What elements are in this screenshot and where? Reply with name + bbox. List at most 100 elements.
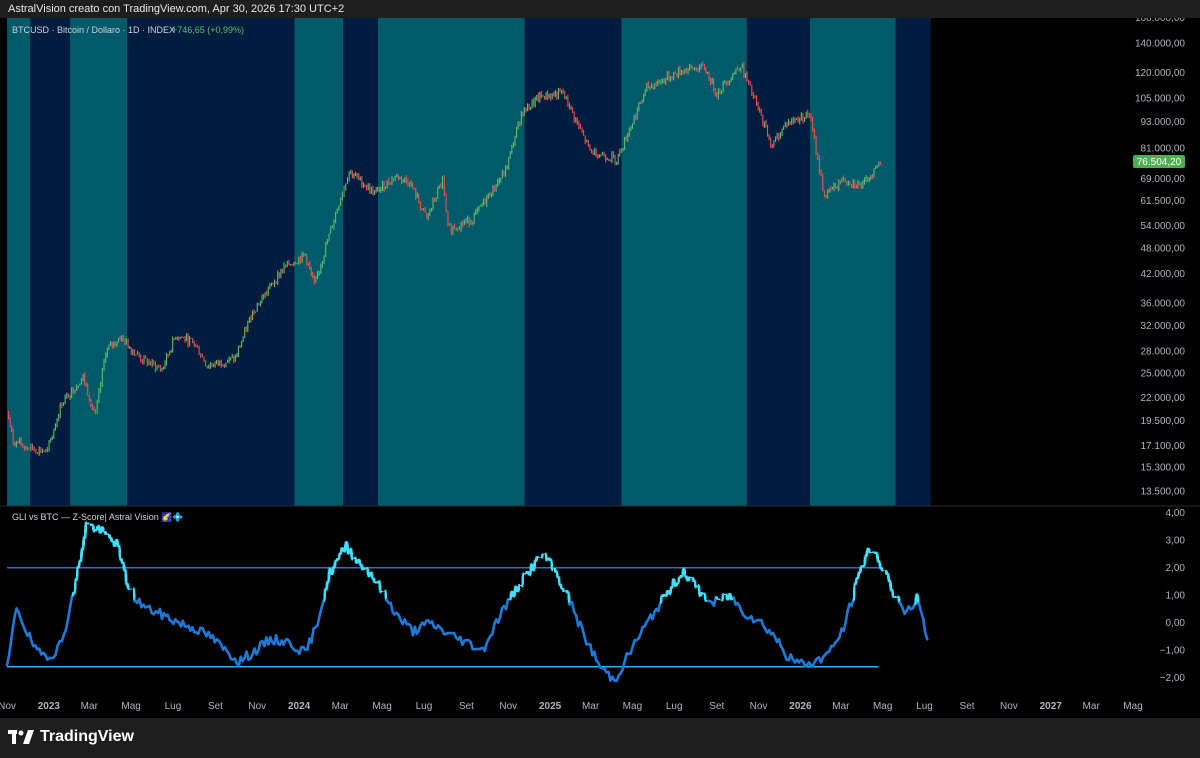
zscore-segment (318, 605, 324, 617)
zscore-segment (82, 521, 89, 540)
price-tick-label: 19.500,00 (1141, 416, 1186, 427)
price-tick-label: 15.300,00 (1141, 462, 1186, 473)
zscore-segment (322, 587, 328, 602)
zscore-segment (80, 536, 86, 551)
zscore-thresholds (7, 567, 882, 668)
regime-band (343, 18, 378, 506)
zscore-tick-label: 3,00 (1166, 535, 1186, 546)
price-tick-label: 13.500,00 (1141, 486, 1186, 497)
time-tick-label: Mag (121, 701, 140, 712)
zscore-segment (78, 547, 84, 563)
price-series (7, 61, 881, 456)
price-tick-label: 69.000,00 (1141, 174, 1186, 185)
zscore-segment (483, 641, 489, 653)
zscore-segment (583, 634, 588, 646)
indicator-title: GLI vs BTC — Z-Score| Astral Vision 🌠💠 (12, 511, 184, 522)
zscore-tick-label: 2,00 (1166, 563, 1186, 574)
regime-band (621, 18, 747, 506)
zscore-segment (491, 622, 496, 636)
tradingview-logo[interactable]: TradingView (8, 728, 134, 746)
regime-band (746, 18, 811, 506)
chart-header: AstralVision creato con TradingView.com,… (0, 0, 1200, 18)
time-tick-label: Mar (81, 701, 99, 712)
zscore-segment (64, 617, 70, 631)
zscore-segment (310, 627, 315, 644)
price-tick-label: 17.100,00 (1141, 441, 1186, 452)
price-axis: 160.000,00 140.000,00 120.000,00 105.000,00… (1135, 13, 1186, 497)
zscore-series (5, 521, 929, 683)
zscore-segment (74, 565, 80, 581)
zscore-segment (257, 640, 262, 652)
time-tick-label: Set (960, 701, 975, 712)
time-tick-label: Nov (1000, 701, 1018, 712)
last-price-label: 76.504,20 (1137, 157, 1182, 168)
time-tick-label: Lug (416, 701, 433, 712)
zscore-segment (570, 600, 576, 614)
zscore-tick-label: 0,00 (1166, 618, 1186, 629)
time-tick-label: Set (208, 701, 223, 712)
price-tick-label: 42.000,00 (1141, 269, 1186, 280)
zscore-segment (581, 626, 586, 638)
chart-svg[interactable]: 160.000,00 140.000,00 120.000,00 105.000,00… (0, 13, 1200, 718)
time-tick-label: Mar (332, 701, 350, 712)
tradingview-logo-text: TradingView (40, 728, 134, 745)
zscore-segment (549, 558, 555, 571)
time-tick-label: Lug (165, 701, 182, 712)
time-tick-label: Mag (1123, 701, 1142, 712)
time-tick-label: 2026 (789, 701, 812, 712)
zscore-segment (54, 643, 60, 656)
zscore-segment (72, 577, 78, 595)
time-tick-label: Nov (499, 701, 517, 712)
price-tick-label: 48.000,00 (1141, 243, 1186, 254)
zscore-segment (28, 631, 33, 643)
zscore-segment (621, 659, 627, 671)
zscore-segment (66, 605, 72, 621)
regime-band (377, 18, 525, 506)
price-tick-label: 160.000,00 (1135, 18, 1185, 24)
time-tick-label: Nov (750, 701, 768, 712)
time-tick-label: Set (709, 701, 724, 712)
zscore-segment (498, 606, 504, 619)
time-tick-label: 2025 (539, 701, 562, 712)
zscore-segment (123, 568, 129, 586)
regime-band (895, 18, 931, 506)
zscore-segment (389, 601, 394, 614)
regime-band (70, 18, 128, 506)
zscore-segment (888, 579, 894, 592)
price-tick-label: 93.000,00 (1141, 117, 1186, 128)
zscore-tick-label: 4,00 (1166, 508, 1186, 519)
zscore-segment (592, 650, 598, 662)
regime-band (127, 18, 295, 506)
regime-band (30, 18, 71, 506)
time-tick-label: Set (459, 701, 474, 712)
tradingview-logo-icon (8, 730, 34, 744)
chart-area[interactable]: 160.000,00 140.000,00 120.000,00 105.000,00… (0, 13, 1200, 718)
price-tick-label: 54.000,00 (1141, 221, 1186, 232)
price-tick-label: 28.000,00 (1141, 347, 1186, 358)
zscore-axis: 4,00 3,00 2,00 1,00 0,00 −1,00 −2,00 (1160, 508, 1186, 684)
zscore-segment (917, 602, 923, 614)
zscore-segment (532, 559, 537, 572)
zscore-segment (245, 650, 250, 662)
regime-band (810, 18, 896, 506)
price-tick-label: 25.000,00 (1141, 368, 1186, 379)
zscore-segment (383, 589, 389, 602)
zscore-segment (131, 587, 137, 603)
price-tick-label: 120.000,00 (1135, 68, 1185, 79)
time-tick-label: 2024 (288, 701, 311, 712)
zscore-segment (9, 627, 15, 644)
time-tick-label: Mag (873, 701, 892, 712)
zscore-segment (117, 544, 123, 561)
time-tick-label: Nov (0, 701, 16, 712)
time-axis: Nov 2023 Mar Mag Lug Set Nov 2024 Mar Mag Lug Set No… (0, 701, 1143, 712)
zscore-segment (377, 580, 383, 594)
zscore-segment (7, 641, 13, 658)
last-price-badge (1133, 155, 1185, 168)
zscore-segment (842, 621, 847, 633)
zscore-segment (520, 572, 526, 588)
symbol-label: BTCUSD · Bitcoin / Dollaro · 1D · INDEX (12, 25, 175, 35)
zscore-segment (921, 616, 927, 634)
zscore-segment (5, 654, 11, 667)
time-tick-label: Nov (248, 701, 266, 712)
time-tick-label: 2023 (38, 701, 61, 712)
